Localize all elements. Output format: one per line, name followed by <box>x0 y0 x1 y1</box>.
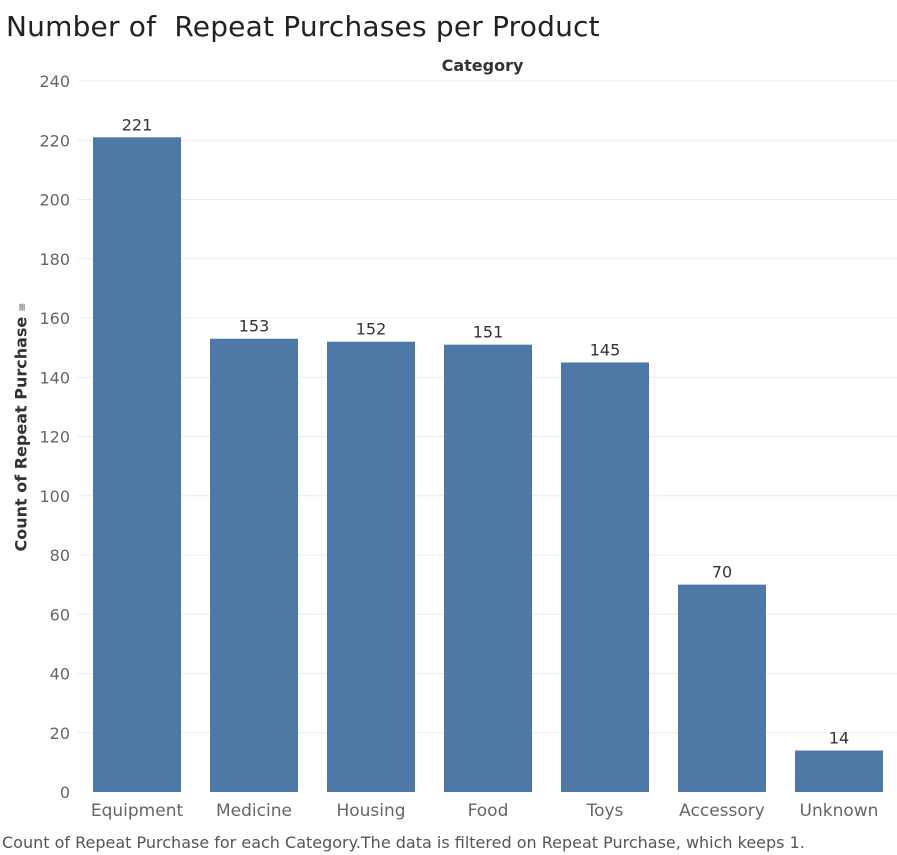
y-tick-label: 160 <box>39 309 70 328</box>
x-axis: Equipment Medicine Housing Food Toys Accessor… <box>91 801 879 821</box>
x-tick-label: Unknown <box>800 801 879 821</box>
y-tick-label: 100 <box>39 487 70 506</box>
y-tick-label: 0 <box>60 783 70 802</box>
y-tick-label: 220 <box>39 131 70 150</box>
bar-value-label: 153 <box>239 317 270 336</box>
bar-value-label: 14 <box>829 729 849 748</box>
x-tick-label: Equipment <box>91 801 184 821</box>
bar <box>795 750 883 792</box>
chart-title: Number of Repeat Purchases per Product <box>6 10 600 43</box>
bar-value-label: 152 <box>356 320 387 339</box>
y-tick-label: 120 <box>39 428 70 447</box>
bar <box>93 137 181 793</box>
bar <box>327 341 415 792</box>
x-tick-label: Toys <box>586 801 624 821</box>
x-tick-label: Food <box>468 801 509 821</box>
x-tick-label: Medicine <box>216 801 292 821</box>
bar <box>561 362 649 792</box>
y-tick-label: 40 <box>50 665 70 684</box>
bar-value-label: 221 <box>122 115 153 134</box>
y-axis: 0 20 40 60 80 100 120 140 160 180 200 220 240 <box>39 72 70 802</box>
y-tick-label: 200 <box>39 191 70 210</box>
y-tick-label: 240 <box>39 72 70 91</box>
y-tick-label: 140 <box>39 368 70 387</box>
y-tick-label: 60 <box>50 605 70 624</box>
bars <box>93 137 883 793</box>
bar <box>444 344 532 792</box>
chart-caption: Count of Repeat Purchase for each Catego… <box>2 833 805 852</box>
bar-value-label: 151 <box>473 323 504 342</box>
bar <box>210 338 298 792</box>
x-tick-label: Housing <box>336 801 405 821</box>
x-tick-label: Accessory <box>679 801 765 821</box>
y-tick-label: 20 <box>50 724 70 743</box>
bar-value-labels: 221 153 152 151 145 70 14 <box>122 115 849 747</box>
bar <box>678 584 766 792</box>
x-header-label: Category <box>441 56 524 75</box>
bar-value-label: 145 <box>590 340 621 359</box>
y-tick-label: 80 <box>50 546 70 565</box>
y-tick-label: 180 <box>39 250 70 269</box>
bar-value-label: 70 <box>712 563 732 582</box>
